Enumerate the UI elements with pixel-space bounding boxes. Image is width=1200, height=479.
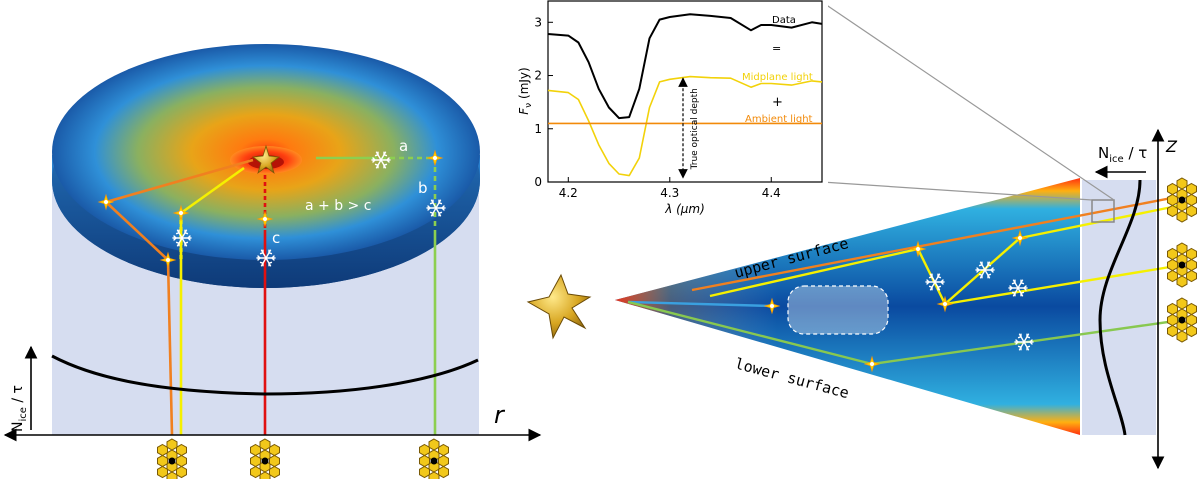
- z-axis-label: Z: [1165, 137, 1178, 156]
- plot-frame: [547, 0, 823, 183]
- telescope-icon: [1167, 297, 1197, 343]
- series-data: [547, 13, 823, 120]
- zoom-connector-lower: [821, 181, 1093, 201]
- path-label-b: b: [418, 179, 428, 197]
- optical-depth-label: True optical depth: [690, 88, 700, 170]
- spectrum-inset: 4.2 4.3 4.4 0 1 2 3 Data = Midplane light + Ambient…: [512, 0, 828, 228]
- series-midplane-light: [547, 75, 823, 177]
- external-star-icon: [526, 273, 592, 340]
- orange-path-down: [166, 259, 174, 436]
- y-tick-label: 1: [534, 122, 542, 136]
- orange-path-upper: [105, 201, 169, 261]
- path-label-c: c: [272, 229, 280, 247]
- x-tick-label: 4.4: [762, 186, 781, 200]
- telescope-icon: [1167, 242, 1197, 288]
- nice-vertical-label: Nice / τ: [1098, 144, 1147, 165]
- telescope-icon: [1167, 177, 1197, 223]
- x-tick-label: 4.3: [660, 186, 679, 200]
- telescope-icon: [157, 438, 187, 479]
- y-tick-label: 2: [534, 69, 542, 83]
- x-tick-label: 4.2: [559, 186, 578, 200]
- telescope-icon: [250, 438, 280, 479]
- x-axis-label: λ (μm): [664, 202, 705, 216]
- nice-curve: [51, 354, 479, 396]
- legend-data: Data: [772, 15, 796, 26]
- legend-midplane-light: Midplane light: [742, 72, 813, 83]
- equals-sign: =: [772, 42, 781, 55]
- disc-wedge: [615, 178, 1080, 435]
- yellow-path-origin: [180, 166, 245, 215]
- r-axis-label: r: [494, 401, 506, 429]
- left-panel: a b c a + b > c r Nice / τ: [3, 44, 542, 479]
- zoom-box: [1091, 199, 1115, 223]
- midplane-region: [787, 285, 889, 335]
- plot-marks: 4.2 4.3 4.4 0 1 2 3 Data = Midplane light + Ambient…: [534, 13, 823, 200]
- vertical-nice-curve: [1098, 179, 1142, 436]
- path-label-a: a: [399, 137, 408, 155]
- plus-sign: +: [772, 95, 783, 110]
- right-panel: upper surface lower surface Z Nice / τ: [526, 1, 1197, 470]
- y-tick-label: 3: [534, 15, 542, 29]
- y-tick-label: 0: [534, 175, 542, 189]
- y-axis-label: Fν (mJy): [517, 67, 534, 114]
- zoom-connector-upper: [821, 1, 1115, 201]
- telescope-icon: [419, 438, 449, 479]
- legend-ambient-light: Ambient light: [745, 114, 813, 125]
- inequality-label: a + b > c: [305, 198, 371, 214]
- nice-axis-label: Nice / τ: [10, 385, 29, 432]
- central-star-icon: [251, 144, 281, 175]
- orange-path-origin: [105, 158, 254, 204]
